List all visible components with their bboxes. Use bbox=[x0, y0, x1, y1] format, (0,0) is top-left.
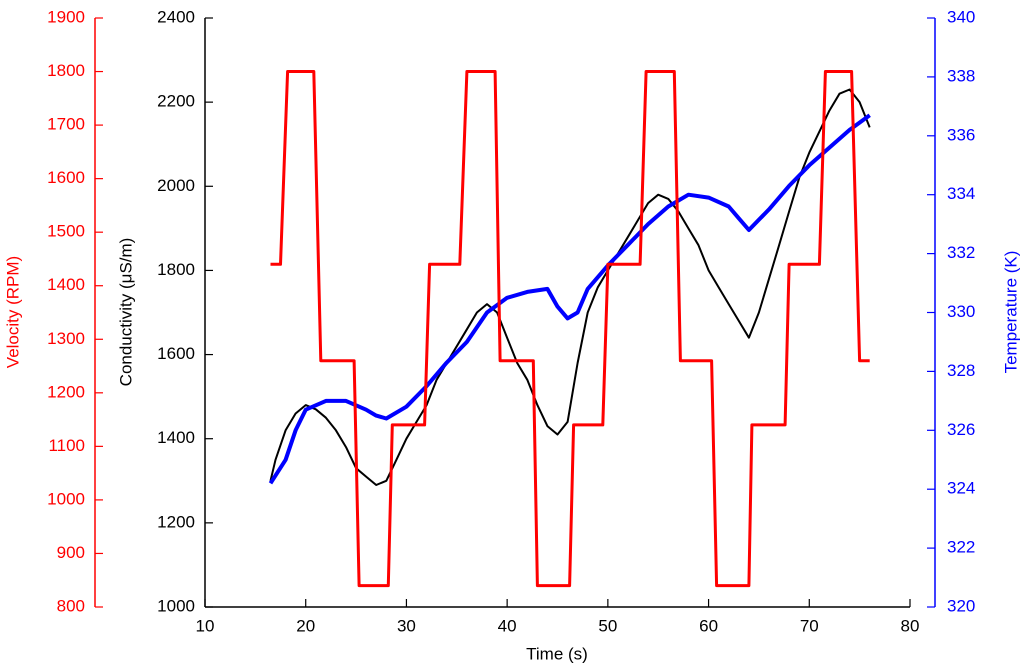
y-tick-label: 1200 bbox=[157, 512, 195, 531]
x-axis-label: Time (s) bbox=[526, 644, 588, 663]
y3-tick-label: 1300 bbox=[47, 329, 85, 348]
y-tick-label: 2000 bbox=[157, 176, 195, 195]
y-tick-label: 1600 bbox=[157, 344, 195, 363]
y3-tick-label: 1000 bbox=[47, 489, 85, 508]
y2-tick-label: 326 bbox=[947, 420, 975, 439]
y2-axis-label: Temperature (K) bbox=[1001, 251, 1020, 374]
y2-tick-label: 338 bbox=[947, 66, 975, 85]
x-tick-label: 80 bbox=[901, 616, 920, 635]
y3-tick-label: 1400 bbox=[47, 275, 85, 294]
y2-tick-label: 324 bbox=[947, 479, 975, 498]
x-tick-label: 70 bbox=[800, 616, 819, 635]
y2-tick-label: 328 bbox=[947, 361, 975, 380]
data-line bbox=[269, 88, 871, 486]
y2-tick-label: 340 bbox=[947, 7, 975, 26]
y3-tick-label: 1700 bbox=[47, 115, 85, 134]
y3-tick-label: 800 bbox=[57, 596, 85, 615]
y3-tick-label: 1900 bbox=[47, 7, 85, 26]
y2-tick-label: 330 bbox=[947, 302, 975, 321]
y-tick-label: 1400 bbox=[157, 428, 195, 447]
y3-tick-label: 1500 bbox=[47, 222, 85, 241]
x-tick-label: 60 bbox=[699, 616, 718, 635]
data-line bbox=[270, 70, 870, 588]
y-tick-label: 2200 bbox=[157, 92, 195, 111]
y3-tick-label: 1600 bbox=[47, 168, 85, 187]
y3-tick-label: 1800 bbox=[47, 61, 85, 80]
y-axis-label: Conductivity (μS/m) bbox=[116, 238, 135, 387]
y3-axis-label: Velocity (RPM) bbox=[3, 256, 22, 368]
y2-tick-label: 332 bbox=[947, 243, 975, 262]
y-tick-label: 1800 bbox=[157, 260, 195, 279]
data-line bbox=[268, 113, 871, 485]
y-tick-label: 2400 bbox=[157, 7, 195, 26]
y2-tick-label: 320 bbox=[947, 596, 975, 615]
y-tick-label: 1000 bbox=[157, 596, 195, 615]
x-tick-label: 40 bbox=[498, 616, 517, 635]
y2-tick-label: 336 bbox=[947, 125, 975, 144]
y2-tick-label: 322 bbox=[947, 538, 975, 557]
y3-tick-label: 900 bbox=[57, 543, 85, 562]
y3-tick-label: 1200 bbox=[47, 382, 85, 401]
x-tick-label: 30 bbox=[397, 616, 416, 635]
x-tick-label: 50 bbox=[598, 616, 617, 635]
x-tick-label: 10 bbox=[196, 616, 215, 635]
y3-tick-label: 1100 bbox=[48, 436, 85, 455]
x-tick-label: 20 bbox=[296, 616, 315, 635]
y2-tick-label: 334 bbox=[947, 184, 975, 203]
